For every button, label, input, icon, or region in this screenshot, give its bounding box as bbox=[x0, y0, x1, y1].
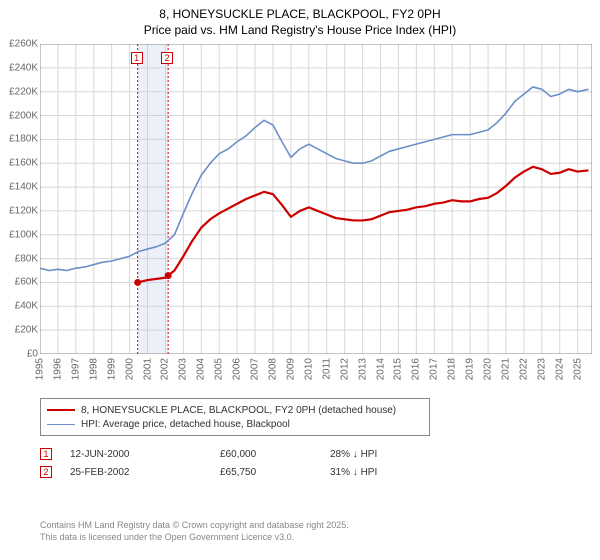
x-tick-label: 2015 bbox=[393, 358, 404, 380]
y-tick-label: £240K bbox=[2, 62, 38, 73]
y-tick-label: £40K bbox=[2, 301, 38, 312]
x-tick-label: 1996 bbox=[52, 358, 63, 380]
y-tick-label: £220K bbox=[2, 86, 38, 97]
x-tick-label: 2003 bbox=[178, 358, 189, 380]
event-badge: 2 bbox=[161, 52, 173, 64]
x-tick-label: 2000 bbox=[124, 358, 135, 380]
chart-title: 8, HONEYSUCKLE PLACE, BLACKPOOL, FY2 0PH… bbox=[0, 0, 600, 38]
x-tick-label: 2022 bbox=[518, 358, 529, 380]
series-marker bbox=[165, 272, 172, 279]
plot-border bbox=[40, 44, 592, 354]
y-tick-label: £80K bbox=[2, 253, 38, 264]
x-tick-label: 2004 bbox=[196, 358, 207, 380]
x-tick-label: 2017 bbox=[429, 358, 440, 380]
x-tick-label: 2010 bbox=[303, 358, 314, 380]
x-tick-label: 2023 bbox=[536, 358, 547, 380]
footer-line-2: This data is licensed under the Open Gov… bbox=[40, 532, 349, 544]
footer-line-1: Contains HM Land Registry data © Crown c… bbox=[40, 520, 349, 532]
plot-area bbox=[40, 44, 592, 354]
x-tick-label: 2016 bbox=[411, 358, 422, 380]
marker-price: £60,000 bbox=[220, 449, 330, 460]
marker-date: 25-FEB-2002 bbox=[70, 467, 220, 478]
chart-svg bbox=[40, 44, 592, 354]
x-tick-label: 2001 bbox=[142, 358, 153, 380]
legend-item: HPI: Average price, detached house, Blac… bbox=[47, 417, 423, 431]
legend-label: 8, HONEYSUCKLE PLACE, BLACKPOOL, FY2 0PH… bbox=[81, 405, 396, 416]
x-tick-label: 2019 bbox=[465, 358, 476, 380]
y-axis: £0£20K£40K£60K£80K£100K£120K£140K£160K£1… bbox=[0, 44, 38, 354]
y-tick-label: £200K bbox=[2, 110, 38, 121]
x-tick-label: 2018 bbox=[447, 358, 458, 380]
title-line-1: 8, HONEYSUCKLE PLACE, BLACKPOOL, FY2 0PH bbox=[0, 6, 600, 22]
x-tick-label: 1999 bbox=[106, 358, 117, 380]
legend-swatch bbox=[47, 424, 75, 425]
marker-price: £65,750 bbox=[220, 467, 330, 478]
x-tick-label: 1995 bbox=[35, 358, 46, 380]
x-tick-label: 2006 bbox=[232, 358, 243, 380]
title-line-2: Price paid vs. HM Land Registry's House … bbox=[0, 22, 600, 38]
y-tick-label: £0 bbox=[2, 349, 38, 360]
x-axis: 1995199619971998199920002001200220032004… bbox=[40, 358, 592, 398]
x-tick-label: 2002 bbox=[160, 358, 171, 380]
x-tick-label: 2005 bbox=[214, 358, 225, 380]
highlight-band bbox=[138, 44, 168, 354]
y-tick-label: £160K bbox=[2, 158, 38, 169]
y-tick-label: £180K bbox=[2, 134, 38, 145]
y-tick-label: £20K bbox=[2, 325, 38, 336]
x-tick-label: 2008 bbox=[267, 358, 278, 380]
x-tick-label: 2024 bbox=[554, 358, 565, 380]
x-tick-label: 2020 bbox=[483, 358, 494, 380]
marker-date: 12-JUN-2000 bbox=[70, 449, 220, 460]
x-tick-label: 2011 bbox=[321, 358, 332, 380]
legend-item: 8, HONEYSUCKLE PLACE, BLACKPOOL, FY2 0PH… bbox=[47, 403, 423, 417]
y-tick-label: £260K bbox=[2, 39, 38, 50]
y-tick-label: £140K bbox=[2, 182, 38, 193]
x-tick-label: 2021 bbox=[500, 358, 511, 380]
x-tick-label: 2014 bbox=[375, 358, 386, 380]
x-tick-label: 2012 bbox=[339, 358, 350, 380]
x-tick-label: 2007 bbox=[250, 358, 261, 380]
x-tick-label: 1997 bbox=[70, 358, 81, 380]
marker-table-row: 2 25-FEB-2002£65,75031% ↓ HPI bbox=[40, 463, 440, 481]
marker-delta: 28% ↓ HPI bbox=[330, 449, 440, 460]
legend-label: HPI: Average price, detached house, Blac… bbox=[81, 419, 290, 430]
legend-swatch bbox=[47, 409, 75, 411]
chart-container: { "title_line1": "8, HONEYSUCKLE PLACE, … bbox=[0, 0, 600, 560]
series-marker bbox=[134, 279, 141, 286]
y-tick-label: £60K bbox=[2, 277, 38, 288]
event-badge: 1 bbox=[131, 52, 143, 64]
marker-delta: 31% ↓ HPI bbox=[330, 467, 440, 478]
x-tick-label: 2009 bbox=[285, 358, 296, 380]
marker-badge: 2 bbox=[40, 466, 52, 478]
x-tick-label: 1998 bbox=[88, 358, 99, 380]
legend: 8, HONEYSUCKLE PLACE, BLACKPOOL, FY2 0PH… bbox=[40, 398, 430, 436]
marker-badge: 1 bbox=[40, 448, 52, 460]
y-tick-label: £100K bbox=[2, 229, 38, 240]
x-tick-label: 2013 bbox=[357, 358, 368, 380]
marker-table: 1 12-JUN-2000£60,00028% ↓ HPI 2 25-FEB-2002… bbox=[40, 445, 440, 481]
y-tick-label: £120K bbox=[2, 205, 38, 216]
marker-table-row: 1 12-JUN-2000£60,00028% ↓ HPI bbox=[40, 445, 440, 463]
attribution-footer: Contains HM Land Registry data © Crown c… bbox=[40, 520, 349, 543]
x-tick-label: 2025 bbox=[572, 358, 583, 380]
